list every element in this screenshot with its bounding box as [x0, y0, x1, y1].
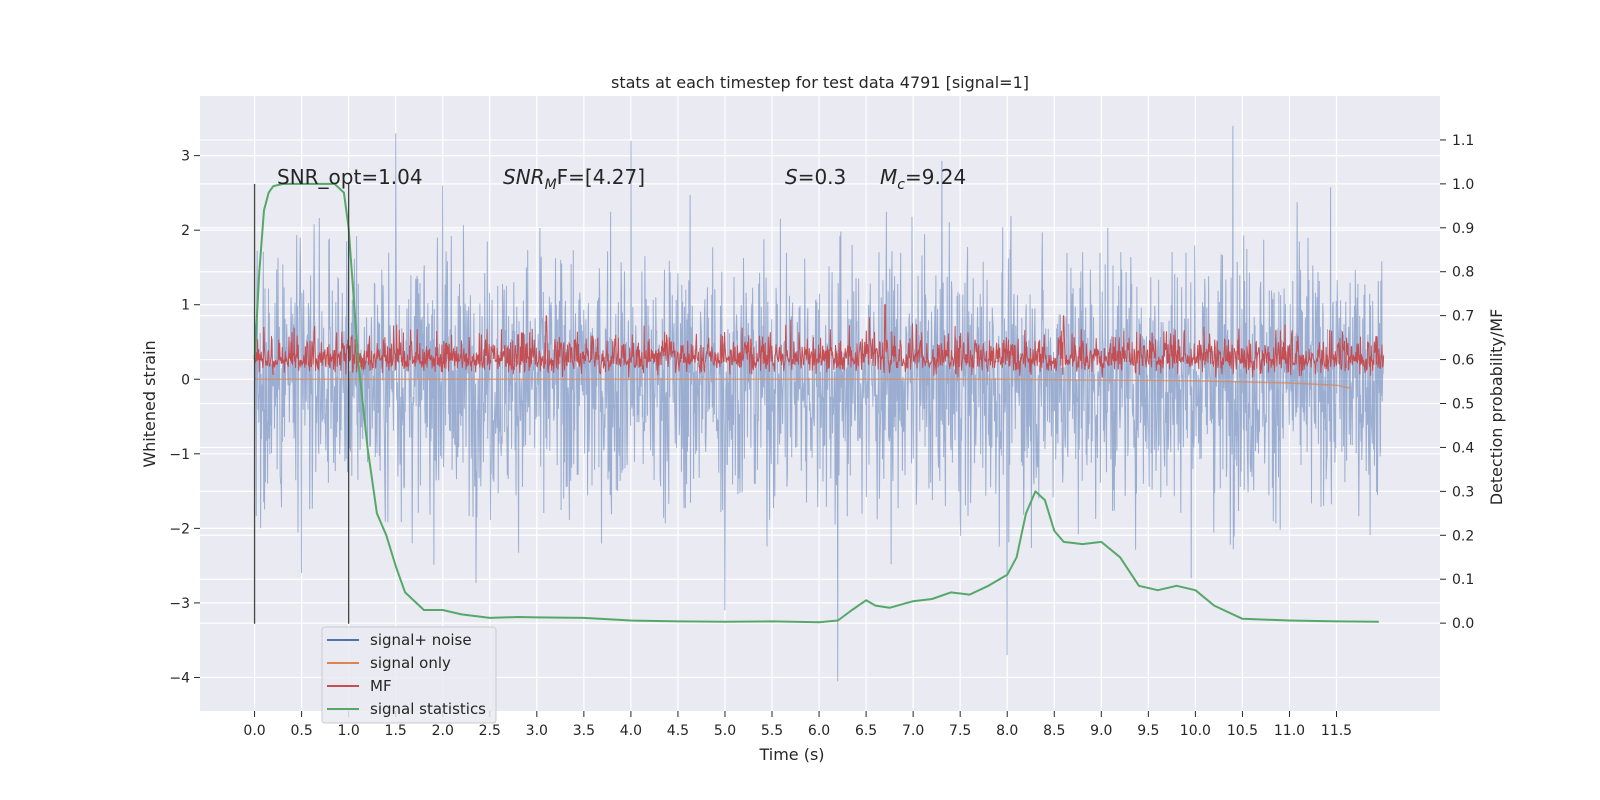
series-signal-only — [254, 378, 1351, 389]
y-right-tick-label-9: 0.9 — [1452, 221, 1474, 237]
series-signal-statistics — [253, 182, 1379, 624]
x-tick-label-0: 0.0 — [243, 723, 265, 739]
series-mf — [254, 304, 1385, 378]
snr-mf-sub: M — [545, 177, 557, 193]
annotations: SNR_opt=1.04 SNRMF=[4.27] S=0.3 Mc=9.24 — [277, 165, 966, 193]
x-tick-label-9: 4.5 — [667, 723, 689, 739]
y-right-axis-label: Detection probability/MF — [1487, 309, 1506, 506]
series-layer — [253, 125, 1385, 682]
y-tick-label-6: 2 — [181, 223, 190, 239]
y-right-ticks: 0.0 0.1 0.2 0.3 0.4 0.5 0.6 0.7 0.8 0.9 1.0 1.1 — [1440, 133, 1474, 632]
x-ticks: 0.0 0.5 1.0 1.5 2.0 2.5 3.0 3.5 4.0 4.5 5.0 5.5 6.0 6… — [243, 711, 1352, 739]
x-tick-label-17: 8.5 — [1043, 723, 1065, 739]
legend-entry-signal-noise: signal+ noise — [370, 631, 472, 649]
x-tick-label-22: 11.0 — [1274, 723, 1305, 739]
x-tick-label-3: 1.5 — [385, 723, 407, 739]
x-tick-label-1: 0.5 — [290, 723, 312, 739]
legend-entry-signal-only: signal only — [370, 654, 451, 672]
x-tick-label-16: 8.0 — [996, 723, 1018, 739]
y-tick-label-4: 0 — [181, 372, 190, 388]
x-tick-label-5: 2.5 — [479, 723, 501, 739]
s-value: =0.3 — [798, 165, 847, 189]
x-tick-label-13: 6.5 — [855, 723, 877, 739]
mc-value: =9.24 — [905, 165, 966, 189]
mc-base: M — [880, 165, 897, 189]
vline-layer — [253, 183, 350, 624]
y-right-tick-label-8: 0.8 — [1452, 265, 1474, 281]
annotation-mc: Mc=9.24 — [880, 165, 966, 193]
x-tick-label-15: 7.5 — [949, 723, 971, 739]
y-tick-label-5: 1 — [181, 298, 190, 314]
y-tick-label-2: −2 — [169, 521, 190, 537]
mc-sub: c — [897, 177, 905, 193]
chart-title: stats at each timestep for test data 479… — [611, 73, 1029, 92]
annotation-snr-opt: SNR_opt=1.04 — [277, 165, 423, 189]
legend: signal+ noise signal only MF signal stat… — [321, 626, 497, 724]
y-axis-label: Whitened strain — [140, 340, 159, 467]
x-tick-label-11: 5.5 — [761, 723, 783, 739]
y-right-tick-label-5: 0.5 — [1452, 397, 1474, 413]
s-label: S — [785, 165, 798, 189]
x-tick-label-12: 6.0 — [808, 723, 830, 739]
snr-mf-base: SNR — [503, 165, 545, 189]
y-right-tick-label-11: 1.1 — [1452, 133, 1474, 149]
y-right-tick-label-4: 0.4 — [1452, 440, 1474, 456]
x-tick-label-2: 1.0 — [338, 723, 360, 739]
x-tick-label-14: 7.0 — [902, 723, 924, 739]
y-tick-label-1: −3 — [169, 596, 190, 612]
x-tick-label-19: 9.5 — [1137, 723, 1159, 739]
y-ticks: −4 −3 −2 −1 0 1 2 3 — [169, 149, 200, 686]
x-tick-label-4: 2.0 — [432, 723, 454, 739]
y-right-tick-label-3: 0.3 — [1452, 484, 1474, 500]
x-tick-label-10: 5.0 — [714, 723, 736, 739]
annotation-snr-mf: SNRMF=[4.27] — [503, 165, 645, 193]
y-tick-label-0: −4 — [169, 670, 190, 686]
series-signal-noise — [254, 125, 1385, 682]
y-right-tick-label-6: 0.6 — [1452, 353, 1474, 369]
y-right-tick-label-10: 1.0 — [1452, 177, 1474, 193]
y-tick-label-7: 3 — [181, 149, 190, 165]
annotation-s: S=0.3 — [785, 165, 846, 189]
y-right-tick-label-2: 0.2 — [1452, 528, 1474, 544]
x-tick-label-20: 10.0 — [1180, 723, 1211, 739]
y-right-tick-label-7: 0.7 — [1452, 309, 1474, 325]
x-axis-label: Time (s) — [758, 745, 824, 764]
x-tick-label-7: 3.5 — [573, 723, 595, 739]
y-tick-label-3: −1 — [169, 447, 190, 463]
y-right-tick-label-1: 0.1 — [1452, 572, 1474, 588]
x-tick-label-23: 11.5 — [1321, 723, 1352, 739]
y-right-tick-label-0: 0.0 — [1452, 616, 1474, 632]
snr-mf-rest: F=[4.27] — [557, 165, 645, 189]
legend-box — [321, 626, 497, 724]
x-tick-label-18: 9.0 — [1090, 723, 1112, 739]
x-tick-label-6: 3.0 — [526, 723, 548, 739]
x-tick-label-8: 4.0 — [620, 723, 642, 739]
legend-entry-signal-statistics: signal statistics — [370, 700, 486, 718]
x-tick-label-21: 10.5 — [1227, 723, 1258, 739]
legend-entry-mf: MF — [370, 677, 392, 695]
